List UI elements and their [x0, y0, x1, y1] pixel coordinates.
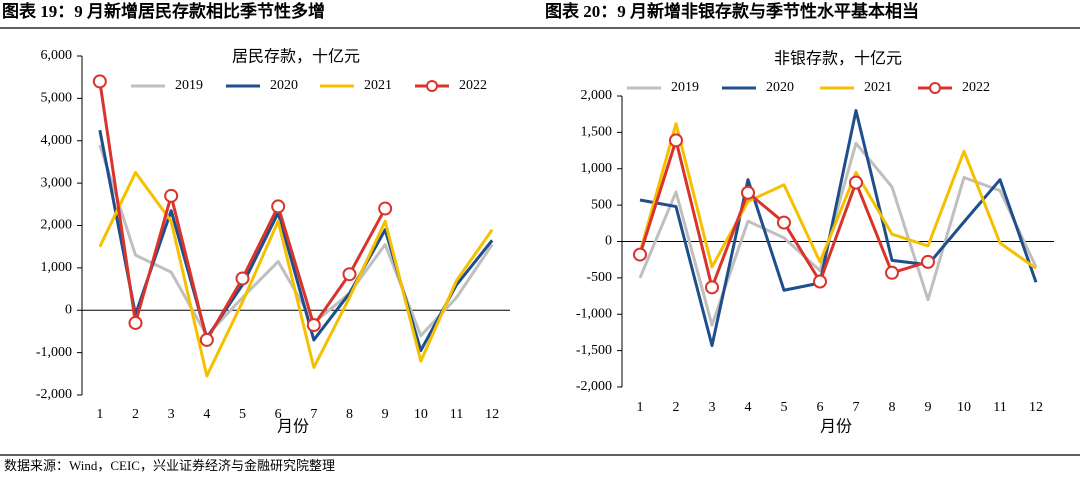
- series-line: [98, 129, 494, 353]
- x-tick-label: 1: [96, 407, 103, 422]
- x-axis-label: 月份: [277, 418, 309, 436]
- x-tick-label: 7: [310, 407, 317, 422]
- x-tick-label: 6: [817, 400, 824, 415]
- point-marker: [378, 201, 393, 216]
- x-tick-label: 2: [673, 400, 680, 415]
- x-tick-label: 1: [637, 400, 644, 415]
- x-tick-label: 8: [346, 407, 353, 422]
- legend-label: 2022: [962, 80, 990, 95]
- y-tick-label: -1,500: [576, 343, 612, 358]
- legend-label: 2019: [175, 78, 203, 93]
- legend-marker: [426, 80, 438, 92]
- point-marker: [342, 267, 357, 282]
- y-tick-label: 4,000: [41, 133, 73, 148]
- x-tick-label: 9: [382, 407, 389, 422]
- legend-label: 2020: [270, 78, 298, 93]
- source-note: 数据来源：Wind，CEIC，兴业证券经济与金融研究院整理: [4, 458, 335, 473]
- y-tick-label: 6,000: [41, 48, 73, 63]
- x-tick-label: 6: [275, 407, 282, 422]
- legend-label: 2021: [364, 78, 392, 93]
- x-tick-label: 8: [889, 400, 896, 415]
- x-tick-label: 11: [993, 400, 1006, 415]
- y-tick-label: -1,000: [36, 345, 72, 360]
- y-tick-label: 3,000: [41, 175, 73, 190]
- series-line: [639, 109, 1038, 348]
- y-tick-label: 2,000: [41, 218, 73, 233]
- x-tick-label: 2: [132, 407, 139, 422]
- point-marker: [777, 215, 791, 230]
- x-axis-label: 月份: [820, 418, 852, 436]
- legend-label: 2021: [864, 80, 892, 95]
- x-tick-label: 5: [781, 400, 788, 415]
- x-tick-label: 5: [239, 407, 246, 422]
- legend-label: 2020: [766, 80, 794, 95]
- x-tick-label: 10: [414, 407, 428, 422]
- point-marker: [128, 315, 143, 330]
- x-tick-label: 9: [925, 400, 932, 415]
- y-tick-label: -1,000: [576, 306, 612, 321]
- legend-label: 2019: [671, 80, 699, 95]
- x-tick-label: 7: [853, 400, 860, 415]
- point-marker: [921, 254, 935, 269]
- y-tick-label: 1,000: [41, 260, 73, 275]
- point-marker: [633, 247, 647, 262]
- point-marker: [164, 188, 179, 203]
- legend-label: 2022: [459, 78, 487, 93]
- x-tick-label: 10: [957, 400, 971, 415]
- x-tick-label: 12: [1029, 400, 1043, 415]
- legend-marker: [929, 82, 941, 94]
- y-tick-label: -2,000: [36, 387, 72, 402]
- point-marker: [271, 199, 286, 214]
- y-tick-label: 5,000: [41, 91, 73, 106]
- point-marker: [92, 74, 107, 89]
- x-tick-label: 3: [168, 407, 175, 422]
- y-tick-label: 1,000: [581, 161, 613, 176]
- x-tick-label: 4: [745, 400, 752, 415]
- chart-title: 图表 19：9 月新增居民存款相比季节性多增: [2, 1, 325, 21]
- chart-subtitle: 居民存款，十亿元: [232, 48, 360, 66]
- point-marker: [885, 265, 899, 280]
- y-tick-label: 500: [591, 197, 612, 212]
- y-tick-label: 0: [605, 234, 612, 249]
- point-marker: [235, 271, 250, 286]
- chart-title: 图表 20：9 月新增非银存款与季节性水平基本相当: [545, 1, 919, 21]
- x-tick-label: 12: [485, 407, 499, 422]
- x-tick-label: 3: [709, 400, 716, 415]
- point-marker: [813, 274, 827, 289]
- x-tick-label: 11: [450, 407, 463, 422]
- chart-subtitle: 非银存款，十亿元: [774, 50, 902, 68]
- point-marker: [306, 318, 321, 333]
- y-tick-label: 2,000: [581, 88, 613, 103]
- point-marker: [741, 185, 755, 200]
- point-marker: [199, 332, 214, 347]
- point-marker: [669, 133, 683, 148]
- x-tick-label: 4: [203, 407, 210, 422]
- point-marker: [705, 280, 719, 295]
- y-tick-label: -2,000: [576, 379, 612, 394]
- y-tick-label: 0: [65, 302, 72, 317]
- y-tick-label: 1,500: [581, 125, 613, 140]
- point-marker: [849, 175, 863, 190]
- series-line: [638, 122, 1037, 270]
- y-tick-label: -500: [586, 270, 612, 285]
- series-line: [638, 141, 1038, 327]
